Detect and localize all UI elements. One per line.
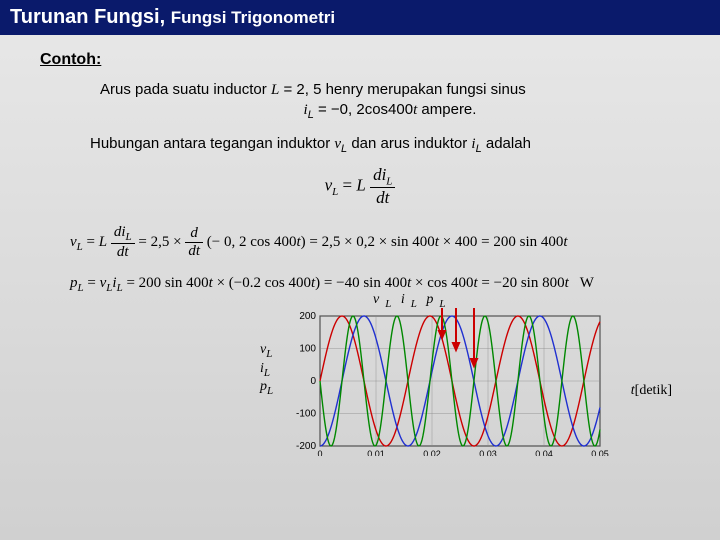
equation-long-1: vL = L diLdt = 2,5 × ddt (− 0, 2 cos 400… — [70, 224, 680, 261]
svg-text:0.01: 0.01 — [367, 449, 385, 456]
chart-svg: 2001000-100-20000.010.020.030.040.05 — [290, 306, 610, 456]
svg-text:0: 0 — [317, 449, 322, 456]
content: Contoh: Arus pada suatu inductor L = 2, … — [0, 35, 720, 461]
title-main: Turunan Fungsi, — [10, 6, 165, 28]
para1b: = 2, 5 henry merupakan fungsi sinus — [279, 81, 525, 98]
paragraph-1: Arus pada suatu inductor L = 2, 5 henry … — [100, 79, 680, 101]
svg-text:100: 100 — [299, 344, 316, 355]
equation-vL-deriv: vL = L diLdt — [40, 165, 680, 208]
contoh-label: Contoh: — [40, 51, 680, 69]
svg-text:-200: -200 — [296, 441, 316, 452]
para2c: adalah — [482, 135, 531, 152]
title-bar: Turunan Fungsi, Fungsi Trigonometri — [0, 0, 720, 35]
para2b: dan arus induktor — [347, 135, 471, 152]
equation-1: iL = −0, 2cos400t ampere. — [100, 101, 680, 121]
svg-text:200: 200 — [299, 311, 316, 322]
chart-y-axis-labels: vL iL pL — [260, 342, 273, 397]
svg-text:0.02: 0.02 — [423, 449, 441, 456]
eq1-body: = −0, 2cos400 — [314, 101, 413, 118]
eq1-unit: ampere. — [417, 101, 476, 118]
chart-top-labels: vL iL pL — [370, 292, 448, 310]
para2a: Hubungan antara tegangan induktor — [90, 135, 334, 152]
chart-area: vL iL pL vL iL pL 2001000-100-20000.010.… — [220, 306, 620, 461]
title-sub: Fungsi Trigonometri — [171, 8, 335, 27]
svg-text:0.04: 0.04 — [535, 449, 553, 456]
paragraph-2: Hubungan antara tegangan induktor vL dan… — [90, 135, 680, 155]
x-axis-label: t[detik] — [631, 383, 672, 399]
svg-text:0.03: 0.03 — [479, 449, 497, 456]
para1a: Arus pada suatu inductor — [100, 81, 271, 98]
svg-text:0: 0 — [310, 376, 316, 387]
svg-text:-100: -100 — [296, 409, 316, 420]
svg-text:0.05: 0.05 — [591, 449, 609, 456]
